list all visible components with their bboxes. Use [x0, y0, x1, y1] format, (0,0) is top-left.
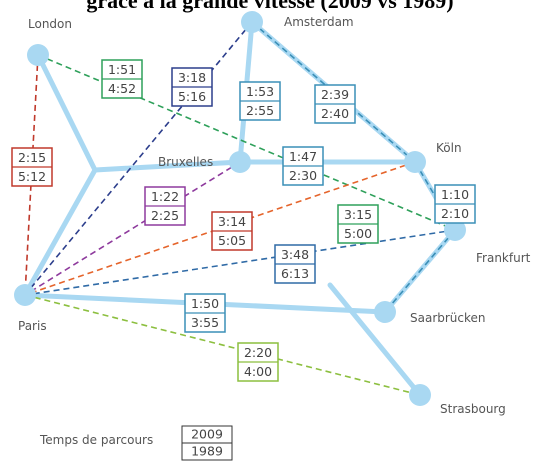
time-1989: 4:00 [244, 364, 272, 379]
legend-top: 2009 [191, 427, 223, 442]
time-2009: 2:39 [321, 87, 349, 102]
time-1989: 5:16 [178, 89, 206, 104]
rail [327, 282, 423, 398]
route-line [384, 229, 456, 313]
routes [24, 21, 456, 396]
station-label: Strasbourg [440, 402, 506, 416]
route-line [24, 161, 416, 296]
time-1989: 6:13 [281, 266, 309, 281]
station [14, 284, 36, 306]
time-boxes: 2:15 5:12 1:51 4:52 3:18 5:16 1:53 2:55 2:39 2:40… [11, 59, 476, 382]
time-2009: 2:20 [244, 345, 272, 360]
rail [92, 159, 243, 173]
time-2009: 1:53 [246, 84, 274, 99]
station-label: London [28, 17, 72, 31]
legend-bottom: 1989 [191, 444, 223, 459]
time-2009: 1:22 [151, 189, 179, 204]
time-2009: 3:14 [218, 214, 246, 229]
station [404, 151, 426, 173]
legend-label: Temps de parcours [39, 433, 153, 447]
nodes: London Amsterdam Bruxelles Köln Frankfurt Par… [14, 11, 531, 416]
station [409, 384, 431, 406]
time-2009: 3:18 [178, 70, 206, 85]
station-label: Amsterdam [284, 15, 354, 29]
station-label: Paris [18, 319, 47, 333]
route-line [24, 21, 253, 296]
route-line [24, 229, 456, 296]
time-1989: 2:30 [289, 168, 317, 183]
time-1989: 2:25 [151, 208, 179, 223]
time-1989: 5:12 [18, 169, 46, 184]
station-label: Frankfurt [476, 251, 531, 265]
route-line [24, 294, 421, 396]
route-line [24, 161, 241, 296]
time-2009: 1:10 [441, 187, 469, 202]
time-2009: 2:15 [18, 150, 46, 165]
time-1989: 4:52 [108, 81, 136, 96]
station-label: Bruxelles [158, 155, 213, 169]
station-label: Köln [436, 141, 462, 155]
time-1989: 5:05 [218, 233, 246, 248]
time-2009: 1:47 [289, 149, 317, 164]
station [241, 11, 263, 33]
title: grâce à la grande vitesse (2009 vs 1989) [86, 0, 453, 13]
station [229, 151, 251, 173]
route-line [251, 21, 416, 163]
time-1989: 2:55 [246, 103, 274, 118]
time-1989: 3:55 [191, 315, 219, 330]
time-2009: 1:50 [191, 296, 219, 311]
time-2009: 3:48 [281, 247, 309, 262]
station [374, 301, 396, 323]
time-1989: 2:40 [321, 106, 349, 121]
time-1989: 5:00 [344, 226, 372, 241]
time-2009: 3:15 [344, 207, 372, 222]
station [444, 219, 466, 241]
station-label: Saarbrücken [410, 311, 486, 325]
time-2009: 1:51 [108, 62, 136, 77]
station [27, 44, 49, 66]
rail-network [22, 16, 459, 398]
time-1989: 2:10 [441, 206, 469, 221]
